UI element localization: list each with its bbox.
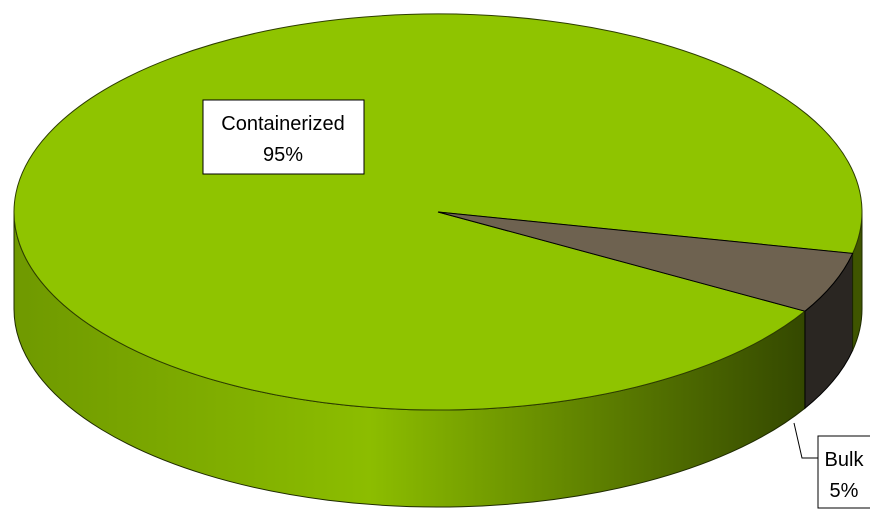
label-bulk: Bulk 5% [817, 435, 870, 509]
leader-line-bulk [793, 422, 818, 459]
label-box-containerized [202, 99, 365, 175]
label-bulk-name: Bulk [825, 449, 865, 471]
label-containerized-name: Containerized [221, 113, 344, 135]
label-containerized: Containerized 95% [202, 99, 365, 175]
label-bulk-percent: 5% [830, 480, 859, 502]
label-box-bulk [817, 435, 870, 509]
slice-bulk [437, 211, 854, 312]
label-containerized-percent: 95% [263, 144, 303, 166]
